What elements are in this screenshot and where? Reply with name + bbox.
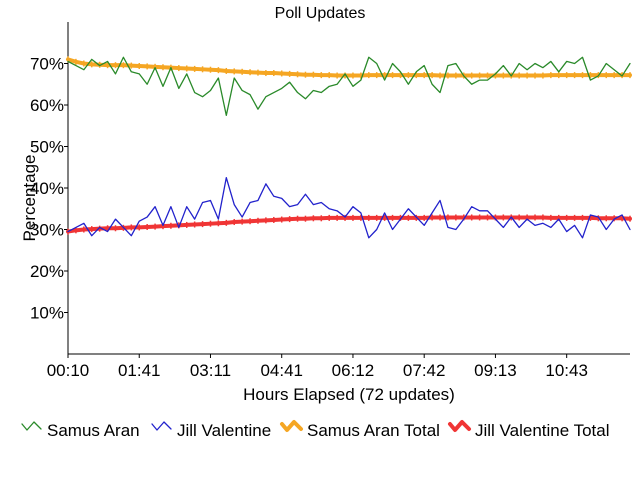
y-tick-label: 30% — [30, 221, 64, 240]
x-tick-label: 03:11 — [190, 361, 231, 380]
y-tick-label: 40% — [30, 179, 64, 198]
y-tick-label: 70% — [30, 55, 64, 74]
x-tick-label: 07:42 — [403, 361, 446, 380]
x-axis-label: Hours Elapsed (72 updates) — [243, 385, 455, 404]
y-axis: 10% 20% 30% 40% 50% 60% 70% — [30, 22, 69, 354]
legend-zigzag-icon — [21, 421, 42, 431]
series-layer — [66, 56, 632, 239]
x-axis: 00:10 01:41 03:11 04:41 06:12 07:42 09:13 10:43 — [47, 353, 630, 380]
legend-zigzag-icon — [151, 421, 172, 431]
legend-label: Samus Aran — [47, 421, 140, 440]
legend-thick-line-icon — [448, 420, 471, 432]
y-tick-label: 10% — [30, 304, 64, 323]
y-tick-label: 20% — [30, 262, 64, 281]
legend-item: Jill Valentine Total — [448, 420, 610, 440]
legend-thick-line-icon — [280, 420, 303, 432]
x-tick-label: 09:13 — [474, 361, 517, 380]
series-line-samus-aran — [67, 56, 631, 117]
y-tick-label: 60% — [30, 96, 64, 115]
legend-item: Jill Valentine — [151, 421, 271, 440]
x-tick-label: 06:12 — [332, 361, 375, 380]
legend-label: Jill Valentine — [177, 421, 271, 440]
y-axis-label: Percentage — [20, 155, 39, 242]
x-tick-label: 04:41 — [260, 361, 303, 380]
legend: Samus Aran Jill Valentine Samus Aran Total… — [21, 420, 610, 440]
series-line-jill-valentine — [67, 176, 631, 239]
chart-title: Poll Updates — [275, 5, 366, 22]
x-tick-label: 00:10 — [47, 361, 90, 380]
legend-item: Samus Aran — [21, 421, 140, 440]
legend-item: Samus Aran Total — [280, 420, 440, 440]
series-line-samus-aran-total — [66, 57, 632, 78]
legend-label: Jill Valentine Total — [475, 421, 610, 440]
series-line-jill-valentine-total — [66, 215, 632, 234]
legend-label: Samus Aran Total — [307, 421, 440, 440]
x-tick-label: 01:41 — [118, 361, 161, 380]
y-tick-label: 50% — [30, 138, 64, 157]
x-tick-label: 10:43 — [545, 361, 588, 380]
